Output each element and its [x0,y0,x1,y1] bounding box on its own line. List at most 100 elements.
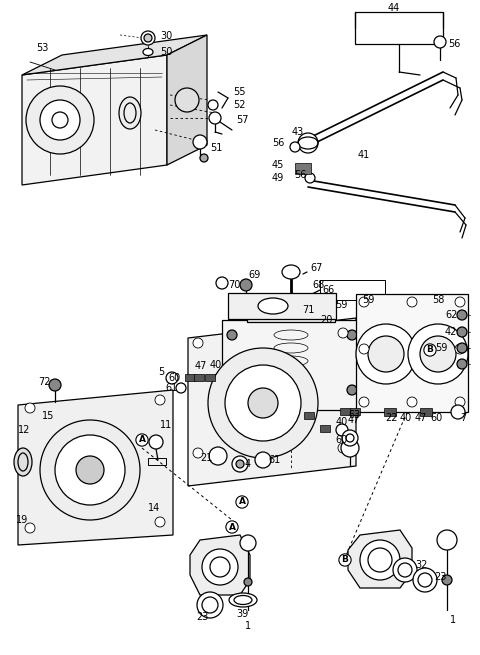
Text: 68: 68 [312,280,324,290]
Polygon shape [188,318,356,486]
Circle shape [455,397,465,407]
Circle shape [347,330,357,340]
Text: 57: 57 [236,115,249,125]
Text: 5: 5 [158,367,164,377]
Circle shape [338,443,348,453]
Text: A: A [139,436,145,445]
Text: 61: 61 [268,455,280,465]
Circle shape [413,568,437,592]
Ellipse shape [258,298,288,314]
Circle shape [442,575,452,585]
Text: 30: 30 [160,31,172,41]
Text: 67: 67 [310,263,323,273]
Circle shape [240,279,252,291]
Polygon shape [167,35,207,165]
Circle shape [49,379,61,391]
Polygon shape [272,319,308,408]
Bar [194,374,204,381]
Text: 60: 60 [335,435,347,445]
Text: 56: 56 [294,170,306,180]
Circle shape [359,297,369,307]
Text: 12: 12 [18,425,30,435]
Text: 63: 63 [348,410,360,420]
Text: 55: 55 [233,87,245,97]
Text: 59: 59 [335,300,348,310]
Ellipse shape [229,593,257,607]
Ellipse shape [282,265,300,279]
Bar [340,408,350,415]
Circle shape [336,424,348,436]
Circle shape [76,456,104,484]
Text: 47: 47 [415,413,427,423]
Text: 21: 21 [200,453,212,463]
Circle shape [457,310,467,320]
Circle shape [437,530,457,550]
Text: 59: 59 [362,295,374,305]
Circle shape [455,297,465,307]
Circle shape [208,100,218,110]
Circle shape [155,517,165,527]
Circle shape [407,297,417,307]
Circle shape [290,142,300,152]
Polygon shape [18,390,173,545]
Circle shape [255,452,271,468]
Bar [205,374,215,381]
Circle shape [393,558,417,582]
Text: 32: 32 [415,560,427,570]
Circle shape [144,34,152,42]
Circle shape [155,395,165,405]
Circle shape [175,88,199,112]
Text: 56: 56 [448,39,460,49]
Circle shape [193,448,203,458]
Circle shape [209,447,227,465]
Text: 60: 60 [430,413,442,423]
Text: B: B [427,345,433,354]
Circle shape [248,388,278,418]
Circle shape [342,430,358,446]
Bar [420,408,432,416]
Circle shape [193,135,207,149]
Circle shape [236,460,244,468]
Circle shape [341,439,359,457]
Text: A: A [239,498,245,506]
Circle shape [356,324,416,384]
Polygon shape [22,55,167,185]
Text: 19: 19 [16,515,28,525]
Bar [228,293,336,319]
Circle shape [141,31,155,45]
Text: 44: 44 [388,3,400,13]
Text: 47: 47 [348,415,360,425]
Text: A: A [228,523,236,531]
Text: 53: 53 [36,43,48,53]
Ellipse shape [119,97,141,129]
Bar [185,374,195,381]
Circle shape [244,578,252,586]
Text: 11: 11 [160,420,172,430]
Circle shape [338,328,348,338]
Bar [350,408,360,415]
Circle shape [451,405,465,419]
Circle shape [420,336,456,372]
Polygon shape [22,35,207,75]
Text: 1: 1 [245,621,251,631]
Circle shape [227,330,237,340]
Bar [384,408,396,416]
Text: 22: 22 [385,413,397,423]
Circle shape [25,403,35,413]
Bar [222,320,360,410]
Text: 20: 20 [320,315,332,325]
Circle shape [40,420,140,520]
Text: 41: 41 [358,150,370,160]
Text: 66: 66 [322,285,334,295]
Bar [304,412,314,419]
Circle shape [457,359,467,369]
Text: 61: 61 [165,383,177,393]
Circle shape [457,343,467,353]
Circle shape [176,383,186,393]
Text: 39: 39 [236,609,248,619]
Circle shape [193,338,203,348]
Text: 43: 43 [292,127,304,137]
Circle shape [149,435,163,449]
Bar [247,300,335,322]
Text: 50: 50 [160,47,172,57]
